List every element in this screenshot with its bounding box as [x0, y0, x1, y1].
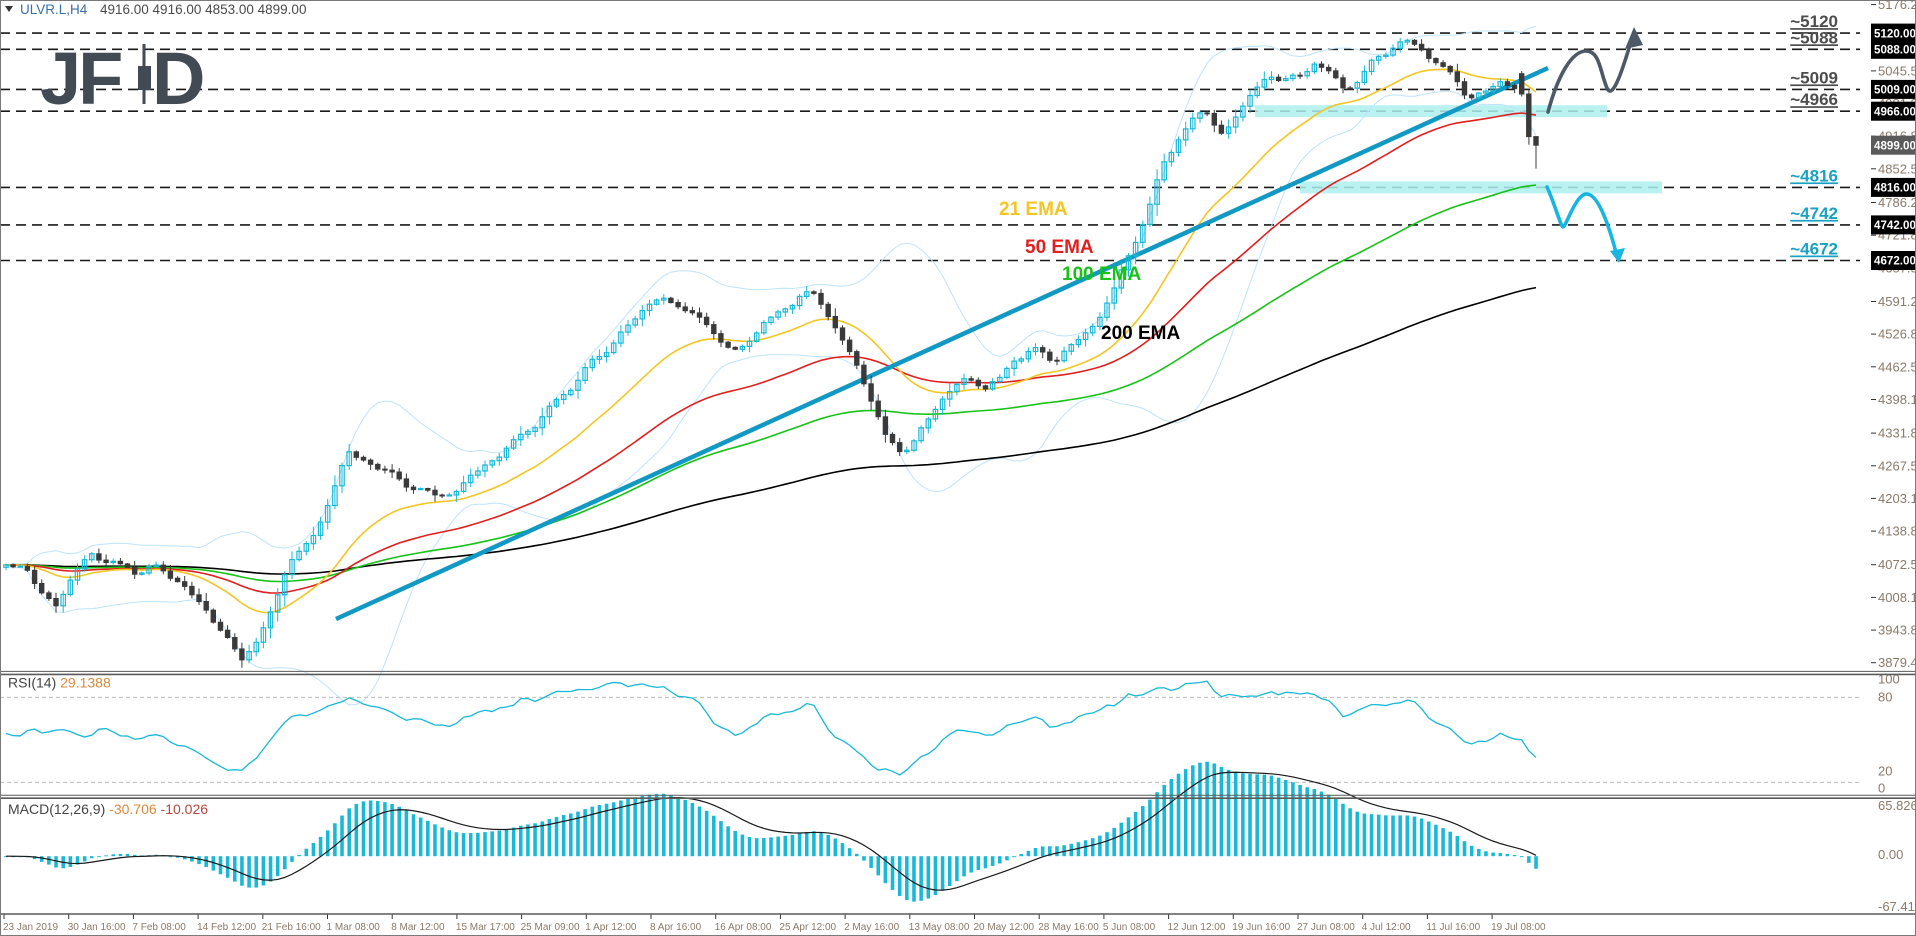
svg-text:4899.00: 4899.00	[1874, 139, 1916, 152]
svg-text:5120.00: 5120.00	[1874, 27, 1916, 40]
svg-text:23 Jan 2019: 23 Jan 2019	[3, 922, 58, 933]
svg-text:100 EMA: 100 EMA	[1062, 264, 1141, 285]
svg-text:4916.00 4916.00 4853.00 4899.0: 4916.00 4916.00 4853.00 4899.00	[100, 2, 306, 17]
svg-text:5088.00: 5088.00	[1874, 44, 1916, 57]
svg-text:4267.50: 4267.50	[1878, 458, 1916, 473]
svg-text:4966.00: 4966.00	[1874, 105, 1916, 118]
svg-text:27 Jun 08:00: 27 Jun 08:00	[1297, 922, 1355, 933]
svg-text:4008.15: 4008.15	[1878, 590, 1916, 605]
svg-text:25 Apr 12:00: 25 Apr 12:00	[779, 922, 836, 933]
svg-text:0: 0	[1878, 780, 1885, 795]
svg-text:80: 80	[1878, 689, 1892, 704]
svg-text:~4742: ~4742	[1790, 204, 1838, 223]
svg-text:5045.55: 5045.55	[1878, 63, 1916, 78]
svg-text:19 Jul 08:00: 19 Jul 08:00	[1491, 922, 1546, 933]
svg-text:28 May 16:00: 28 May 16:00	[1038, 922, 1099, 933]
svg-text:4138.80: 4138.80	[1878, 524, 1916, 539]
svg-text:12 Jun 12:00: 12 Jun 12:00	[1168, 922, 1226, 933]
svg-text:0.00: 0.00	[1878, 847, 1903, 862]
svg-text:4852.50: 4852.50	[1878, 161, 1916, 176]
svg-text:3879.45: 3879.45	[1878, 655, 1916, 670]
svg-text:~4966: ~4966	[1790, 90, 1838, 109]
svg-text:8 Apr 16:00: 8 Apr 16:00	[650, 922, 702, 933]
svg-text:14 Feb 12:00: 14 Feb 12:00	[197, 922, 256, 933]
svg-text:ULVR.L,H4: ULVR.L,H4	[20, 2, 88, 17]
svg-text:3943.80: 3943.80	[1878, 623, 1916, 638]
svg-text:4072.50: 4072.50	[1878, 557, 1916, 572]
svg-text:4591.20: 4591.20	[1878, 294, 1916, 309]
svg-text:65.826: 65.826	[1878, 798, 1916, 813]
svg-text:4462.50: 4462.50	[1878, 359, 1916, 374]
svg-text:4398.15: 4398.15	[1878, 392, 1916, 407]
svg-text:1 Apr 12:00: 1 Apr 12:00	[585, 922, 637, 933]
svg-text:5176.20: 5176.20	[1878, 0, 1916, 12]
svg-text:19 Jun 16:00: 19 Jun 16:00	[1232, 922, 1290, 933]
svg-text:4526.85: 4526.85	[1878, 327, 1916, 342]
svg-text:50 EMA: 50 EMA	[1025, 237, 1094, 258]
svg-text:~4816: ~4816	[1790, 166, 1838, 185]
svg-text:D: D	[152, 37, 205, 120]
svg-text:5009.00: 5009.00	[1874, 84, 1916, 97]
svg-text:11 Jul 16:00: 11 Jul 16:00	[1426, 922, 1480, 933]
svg-text:-67.411: -67.411	[1878, 899, 1916, 914]
svg-text:7 Feb 08:00: 7 Feb 08:00	[132, 922, 186, 933]
svg-text:13 May 08:00: 13 May 08:00	[909, 922, 970, 933]
svg-text:21 EMA: 21 EMA	[999, 199, 1068, 220]
svg-text:16 Apr 08:00: 16 Apr 08:00	[715, 922, 772, 933]
svg-text:4 Jul 12:00: 4 Jul 12:00	[1362, 922, 1411, 933]
svg-text:5 Jun 08:00: 5 Jun 08:00	[1103, 922, 1156, 933]
svg-text:RSI(14) 29.1388: RSI(14) 29.1388	[8, 674, 111, 690]
svg-text:MACD(12,26,9) -30.706 -10.026: MACD(12,26,9) -30.706 -10.026	[8, 801, 208, 817]
svg-text:1 Mar 08:00: 1 Mar 08:00	[327, 922, 381, 933]
svg-text:4672.00: 4672.00	[1874, 255, 1916, 268]
svg-text:~5088: ~5088	[1790, 28, 1838, 47]
svg-text:20 May 12:00: 20 May 12:00	[974, 922, 1035, 933]
svg-text:15 Mar 17:00: 15 Mar 17:00	[456, 922, 515, 933]
svg-text:4742.00: 4742.00	[1874, 219, 1916, 232]
svg-text:8 Mar 12:00: 8 Mar 12:00	[391, 922, 445, 933]
svg-text:4331.85: 4331.85	[1878, 426, 1916, 441]
svg-text:20: 20	[1878, 763, 1892, 778]
svg-text:4816.00: 4816.00	[1874, 182, 1916, 195]
svg-text:2 May 16:00: 2 May 16:00	[844, 922, 899, 933]
svg-text:~5009: ~5009	[1790, 68, 1838, 87]
svg-text:JF: JF	[40, 37, 121, 120]
svg-text:25 Mar 09:00: 25 Mar 09:00	[521, 922, 580, 933]
svg-text:4203.15: 4203.15	[1878, 491, 1916, 506]
svg-text:21 Feb 16:00: 21 Feb 16:00	[262, 922, 321, 933]
svg-text:~4672: ~4672	[1790, 240, 1838, 259]
svg-text:200 EMA: 200 EMA	[1101, 323, 1180, 344]
svg-text:4786.20: 4786.20	[1878, 195, 1916, 210]
svg-text:30 Jan 16:00: 30 Jan 16:00	[68, 922, 126, 933]
